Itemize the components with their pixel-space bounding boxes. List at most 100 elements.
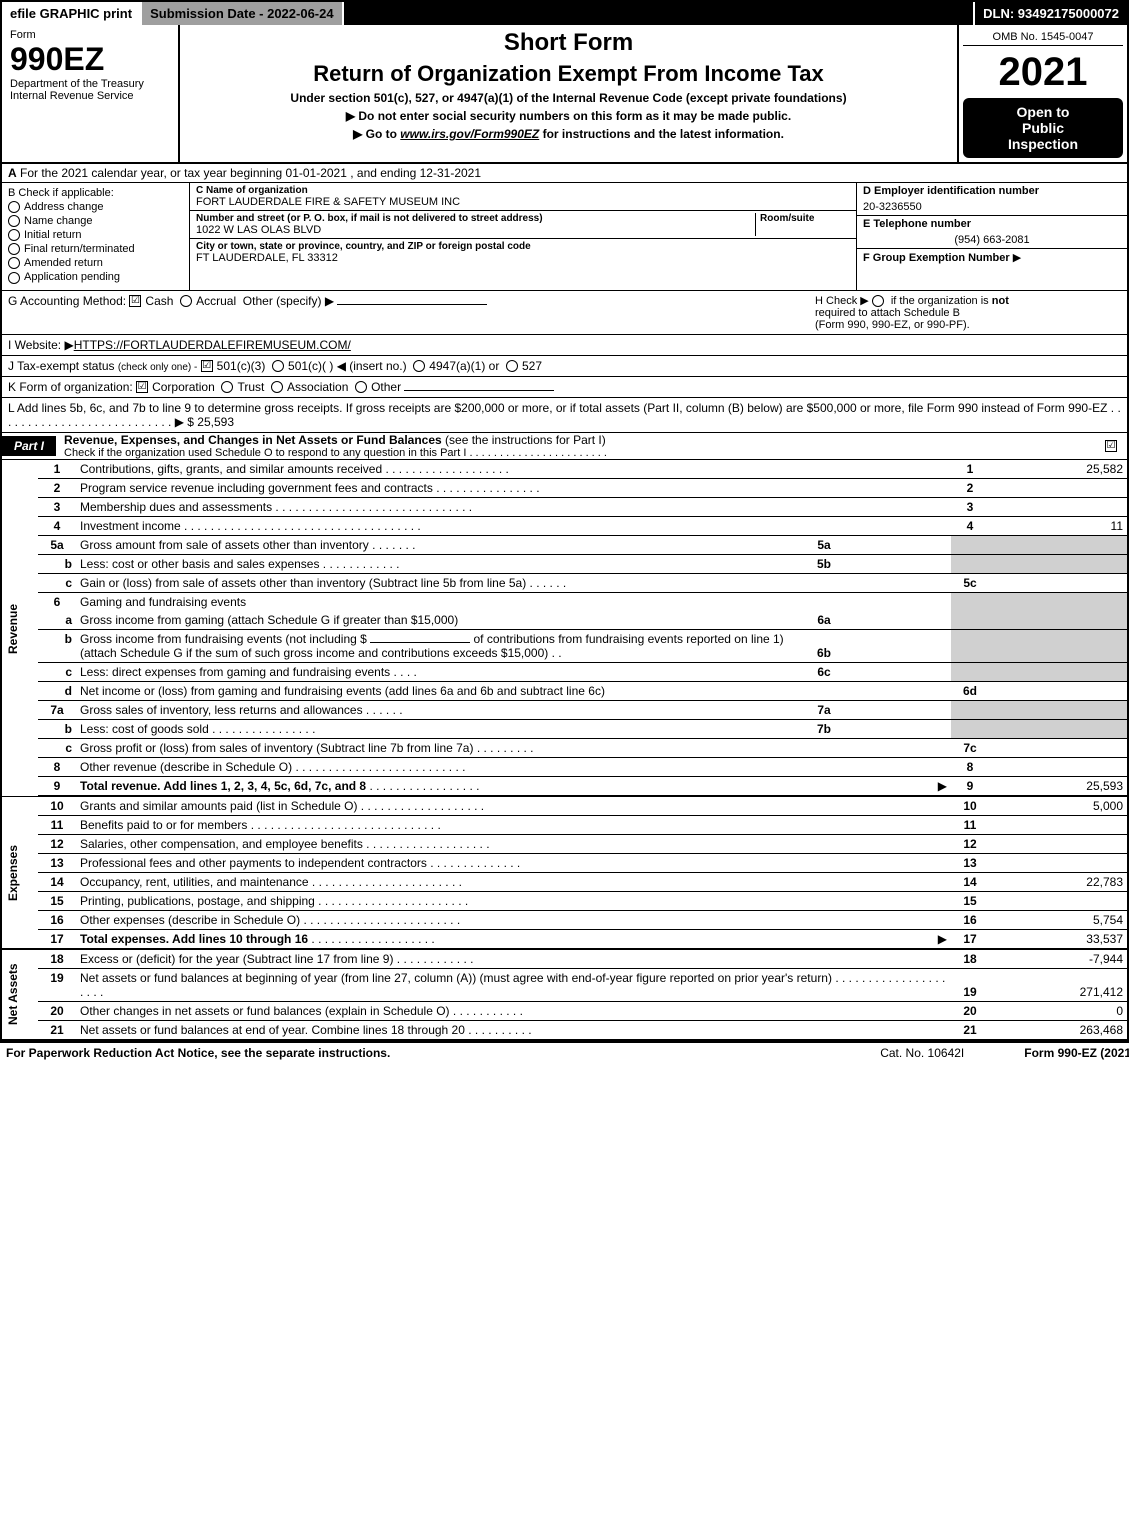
l7a-dots: . . . . . .: [363, 703, 403, 717]
chk-501c[interactable]: [272, 360, 284, 372]
l6-num: 6: [38, 592, 76, 611]
l11-val: [989, 815, 1127, 834]
h-text1: Check ▶: [826, 295, 869, 307]
chk-corp[interactable]: ☑: [136, 381, 148, 393]
l12-text: Salaries, other compensation, and employ…: [80, 837, 363, 851]
h-not: not: [992, 295, 1009, 307]
chk-4947[interactable]: [413, 360, 425, 372]
l-label: L: [8, 401, 14, 415]
l4-rn: 4: [951, 516, 989, 535]
l7b-rn-shade: [951, 719, 989, 738]
chk-h[interactable]: [872, 295, 884, 307]
opt-initial-return: Initial return: [24, 229, 81, 241]
l6-rn-shade: [951, 592, 989, 611]
h-label: H: [815, 295, 823, 307]
l4-dots: . . . . . . . . . . . . . . . . . . . . …: [181, 519, 421, 533]
l5b-text: Less: cost or other basis and sales expe…: [80, 557, 319, 571]
omb-number: OMB No. 1545-0047: [963, 29, 1123, 46]
part1-label: Part I: [2, 436, 56, 456]
l6a-rn-shade: [951, 611, 989, 630]
l9-rn: 9: [951, 776, 989, 796]
l7b-dots: . . . . . . . . . . . . . . . .: [209, 722, 316, 736]
name-label: C Name of organization: [196, 185, 850, 196]
chk-application-pending[interactable]: [8, 272, 20, 284]
l6a-num: a: [38, 611, 76, 630]
chk-accrual[interactable]: [180, 295, 192, 307]
irs-link[interactable]: www.irs.gov/Form990EZ: [400, 127, 539, 141]
chk-schedule-o[interactable]: ☑: [1105, 440, 1117, 452]
top-bar: efile GRAPHIC print Submission Date - 20…: [2, 2, 1127, 25]
g-other-input[interactable]: [337, 304, 487, 305]
l13-rn: 13: [951, 853, 989, 872]
col-def: D Employer identification number 20-3236…: [856, 183, 1127, 290]
efile-label: efile GRAPHIC print: [2, 2, 142, 25]
chk-final-return[interactable]: [8, 243, 20, 255]
l1-text: Contributions, gifts, grants, and simila…: [80, 462, 382, 476]
l5c-rn: 5c: [951, 573, 989, 592]
l18-val: -7,944: [989, 949, 1127, 969]
l6b-mv: [843, 629, 951, 662]
ein-value: 20-3236550: [857, 199, 1127, 215]
l5b-rn-shade: [951, 554, 989, 573]
i-label: I Website: ▶: [8, 338, 74, 352]
l6b-dots: . .: [552, 646, 562, 660]
l6a-val-shade: [989, 611, 1127, 630]
chk-trust[interactable]: [221, 381, 233, 393]
header-left: Form 990EZ Department of the Treasury In…: [2, 25, 180, 162]
footer-notice: For Paperwork Reduction Act Notice, see …: [6, 1046, 390, 1060]
l10-num: 10: [38, 796, 76, 816]
chk-527[interactable]: [506, 360, 518, 372]
l2-text: Program service revenue including govern…: [80, 481, 433, 495]
chk-address-change[interactable]: [8, 201, 20, 213]
chk-other-org[interactable]: [355, 381, 367, 393]
l13-val: [989, 853, 1127, 872]
l7c-num: c: [38, 738, 76, 757]
l5a-val-shade: [989, 535, 1127, 554]
chk-assoc[interactable]: [271, 381, 283, 393]
l21-text: Net assets or fund balances at end of ye…: [80, 1023, 465, 1037]
inspection-box: Open to Public Inspection: [963, 98, 1123, 158]
k-o3: Association: [287, 380, 348, 394]
d-label: D Employer identification number: [863, 185, 1039, 197]
l6b-blank[interactable]: [370, 642, 470, 643]
chk-amended-return[interactable]: [8, 257, 20, 269]
side-revenue: Revenue: [2, 460, 38, 796]
l6c-num: c: [38, 662, 76, 681]
l11-text: Benefits paid to or for members: [80, 818, 247, 832]
h-text3: required to attach Schedule B: [815, 307, 1115, 319]
notice2-post: for instructions and the latest informat…: [539, 127, 784, 141]
l6-val-shade: [989, 592, 1127, 611]
k-label: K Form of organization:: [8, 380, 133, 394]
footer-cat: Cat. No. 10642I: [880, 1046, 964, 1060]
col-b: B Check if applicable: Address change Na…: [2, 183, 190, 290]
h-text2: if the organization is: [891, 295, 989, 307]
l15-rn: 15: [951, 891, 989, 910]
l7a-num: 7a: [38, 700, 76, 719]
k-other-input[interactable]: [404, 390, 554, 391]
l16-dots: . . . . . . . . . . . . . . . . . . . . …: [300, 913, 460, 927]
l6-text: Gaming and fundraising events: [76, 592, 951, 611]
l3-val: [989, 497, 1127, 516]
l10-val: 5,000: [989, 796, 1127, 816]
street-value: 1022 W LAS OLAS BLVD: [196, 224, 755, 236]
l5a-num: 5a: [38, 535, 76, 554]
g-other: Other (specify) ▶: [243, 294, 334, 308]
l15-num: 15: [38, 891, 76, 910]
chk-501c3[interactable]: ☑: [201, 360, 213, 372]
website-value[interactable]: HTTPS://FORTLAUDERDALEFIREMUSEUM.COM/: [74, 338, 351, 352]
dept-treasury: Department of the Treasury: [10, 78, 170, 90]
org-name: FORT LAUDERDALE FIRE & SAFETY MUSEUM INC: [196, 196, 850, 208]
irs-label: Internal Revenue Service: [10, 90, 170, 102]
l6b-text1: Gross income from fundraising events (no…: [80, 632, 367, 646]
l3-rn: 3: [951, 497, 989, 516]
l6b-rn-shade: [951, 629, 989, 662]
l6b-num: b: [38, 629, 76, 662]
l12-val: [989, 834, 1127, 853]
part1-desc: (see the instructions for Part I): [445, 433, 606, 447]
chk-name-change[interactable]: [8, 215, 20, 227]
chk-initial-return[interactable]: [8, 229, 20, 241]
l-text: Add lines 5b, 6c, and 7b to line 9 to de…: [17, 401, 1108, 415]
chk-cash[interactable]: ☑: [129, 295, 141, 307]
l19-rn: 19: [951, 968, 989, 1001]
k-o1: Corporation: [152, 380, 215, 394]
